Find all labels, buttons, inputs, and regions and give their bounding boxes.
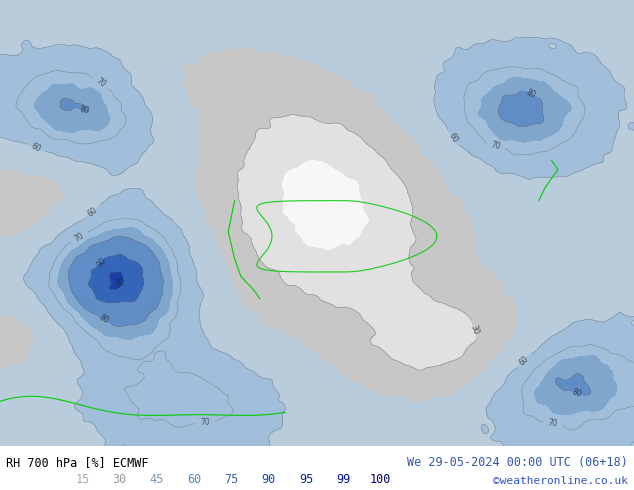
Text: RH 700 hPa [%] ECMWF: RH 700 hPa [%] ECMWF <box>6 456 149 468</box>
Text: 80: 80 <box>571 388 583 399</box>
Text: We 29-05-2024 00:00 UTC (06+18): We 29-05-2024 00:00 UTC (06+18) <box>407 456 628 468</box>
Text: 60: 60 <box>30 142 42 154</box>
Text: 30: 30 <box>469 323 481 336</box>
Text: 90: 90 <box>95 256 108 269</box>
Text: 80: 80 <box>98 313 110 326</box>
Text: 60: 60 <box>86 205 99 219</box>
Text: 70: 70 <box>73 231 86 244</box>
Text: 75: 75 <box>224 472 238 486</box>
Text: 95: 95 <box>117 275 127 287</box>
Text: 80: 80 <box>524 88 537 100</box>
Text: 30: 30 <box>113 472 127 486</box>
Text: 70: 70 <box>94 76 107 90</box>
Text: 99: 99 <box>336 472 350 486</box>
Text: 60: 60 <box>187 472 201 486</box>
Text: 90: 90 <box>262 472 276 486</box>
Text: 45: 45 <box>150 472 164 486</box>
Text: 15: 15 <box>75 472 89 486</box>
Text: ©weatheronline.co.uk: ©weatheronline.co.uk <box>493 476 628 486</box>
Text: 80: 80 <box>79 105 89 116</box>
Text: 70: 70 <box>547 418 559 429</box>
Text: 100: 100 <box>370 472 391 486</box>
Text: 70: 70 <box>490 141 501 152</box>
Text: 70: 70 <box>200 418 210 427</box>
Text: 95: 95 <box>299 472 313 486</box>
Text: 60: 60 <box>446 131 459 145</box>
Text: 60: 60 <box>518 354 531 367</box>
